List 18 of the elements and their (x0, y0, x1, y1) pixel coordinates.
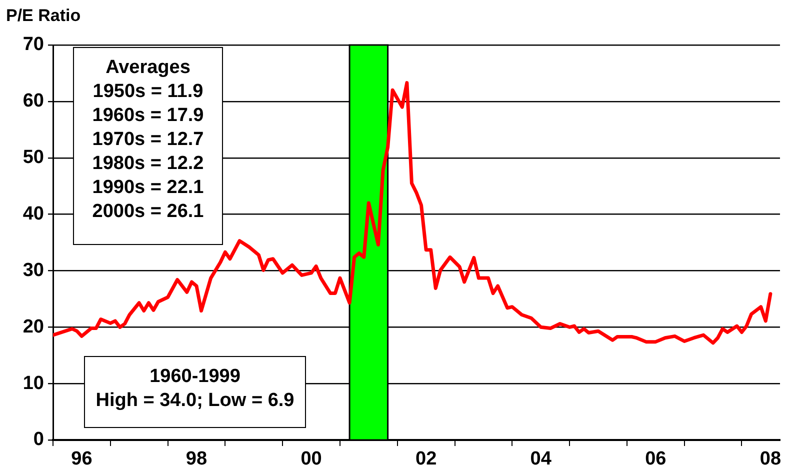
y-axis-title: P/E Ratio (6, 6, 81, 26)
y-tick-label: 10 (22, 372, 44, 394)
y-tick-label: 20 (22, 316, 44, 338)
y-tick-label: 70 (22, 34, 44, 56)
x-tick-label: 08 (760, 448, 782, 470)
annotation: 1960-1999 High = 34.0; Low = 6.9 (84, 356, 306, 428)
y-tick-label: 0 (33, 429, 44, 450)
x-tick-label: 98 (186, 448, 208, 470)
y-tick-label: 60 (22, 90, 44, 112)
x-tick-label: 06 (645, 448, 666, 470)
y-tick-label: 40 (22, 204, 44, 225)
y-tick-label: 30 (22, 260, 44, 281)
annotation: Averages 1950s = 11.9 1960s = 17.9 1970s = 12.7 1980s = 12.2 1990s = 22.1 2000s = 26.1 (73, 47, 223, 245)
x-tick-label: 00 (300, 448, 322, 470)
x-tick-label: 96 (71, 448, 92, 470)
x-tick-label: 02 (415, 448, 437, 470)
y-tick-label: 50 (22, 147, 44, 168)
x-tick-label: 04 (530, 448, 552, 470)
